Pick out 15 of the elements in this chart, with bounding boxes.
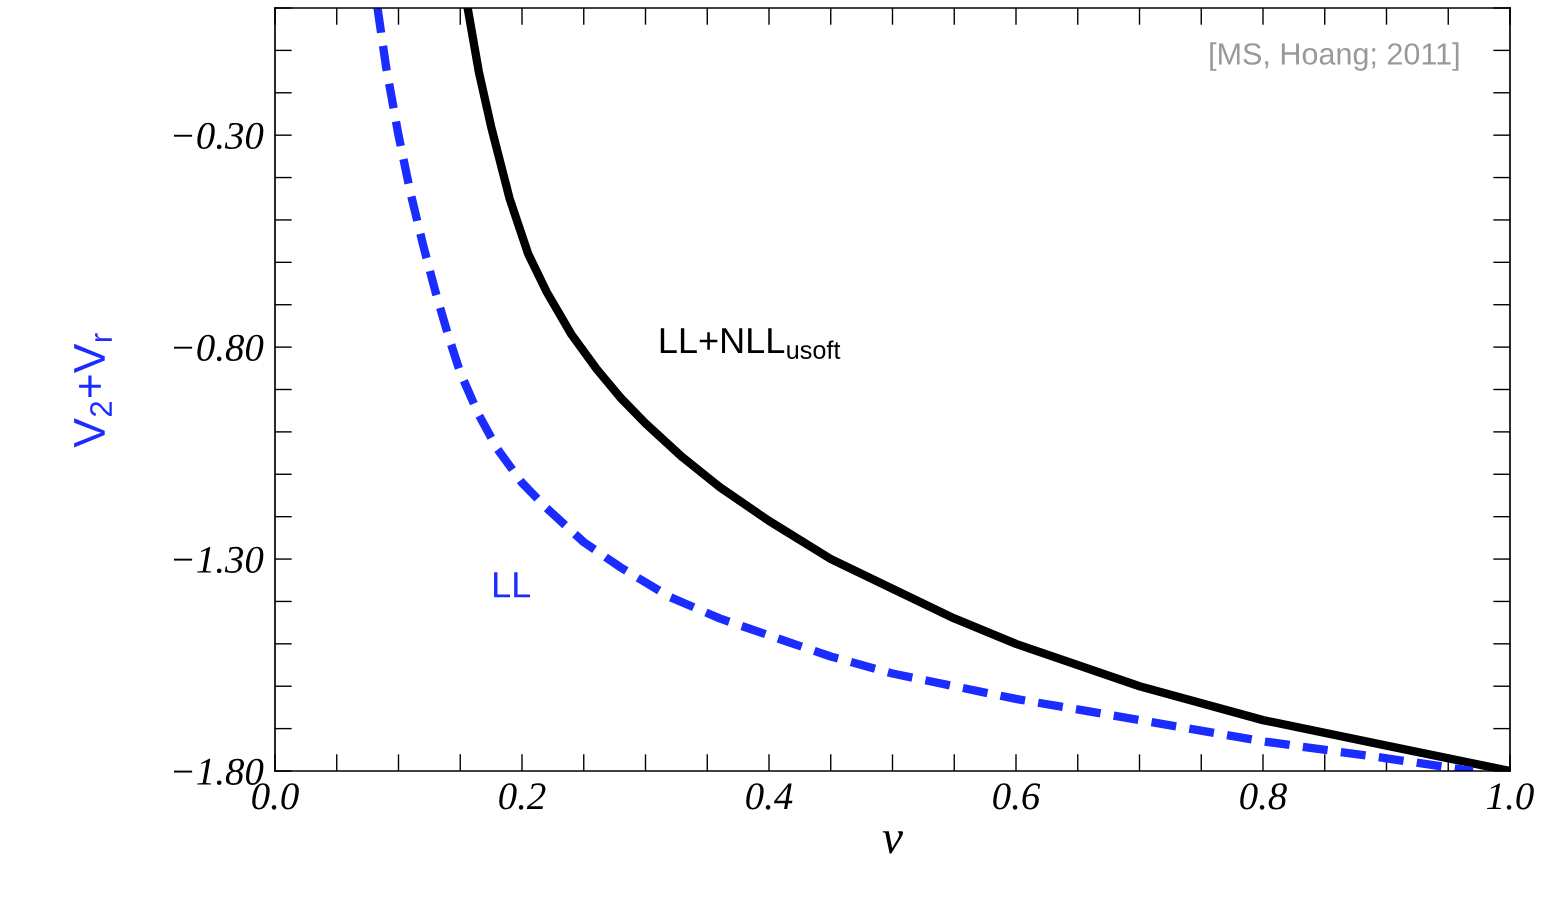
y-tick-label: −0.30 [174, 122, 264, 150]
y-tick-label: −1.30 [174, 546, 264, 574]
x-tick-label: 0.4 [746, 783, 793, 810]
x-axis-title: ν [882, 831, 903, 854]
annotation: [MS, Hoang; 2011] [1210, 42, 1459, 71]
series-label: LL+NLL$_{usoft}$ [660, 328, 841, 359]
series-label: LL [494, 572, 531, 598]
x-tick-label: 0.8 [1240, 783, 1287, 810]
y-tick-label: −1.80 [174, 758, 264, 786]
x-tick-label: 1.0 [1487, 783, 1534, 810]
x-tick-label: 0.0 [252, 783, 299, 810]
y-tick-label: −0.80 [174, 334, 264, 362]
x-tick-label: 0.6 [993, 783, 1041, 810]
y-axis-title: V$_{2}$+V$_{r}$ [74, 333, 112, 448]
x-tick-label: 0.2 [499, 783, 546, 810]
